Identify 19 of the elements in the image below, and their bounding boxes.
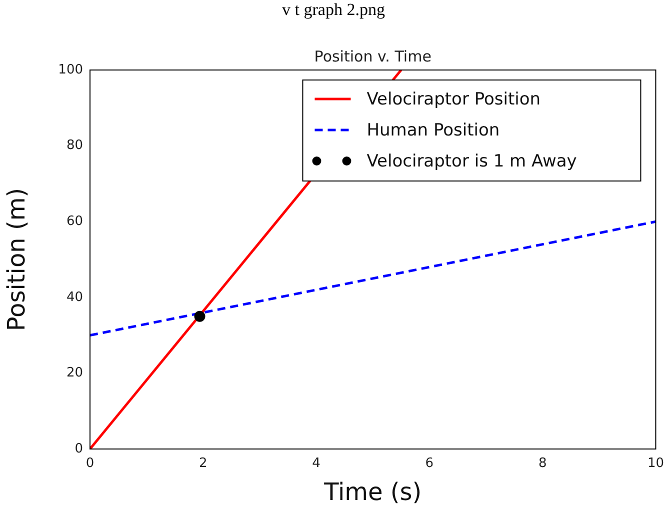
- x-tick-label: 0: [86, 456, 94, 472]
- x-tick-label: 6: [425, 456, 434, 472]
- legend-label: Velociraptor is 1 m Away: [366, 151, 577, 172]
- text: v t graph 2.png: [281, 0, 386, 21]
- y-tick-label: 0: [74, 441, 83, 456]
- y-axis-title: Position (m): [2, 188, 31, 332]
- x-tick-label: 4: [312, 456, 320, 472]
- x-tick-label: 8: [538, 456, 547, 472]
- y-tick-label: 100: [58, 62, 83, 78]
- x-tick-label: 10: [647, 456, 664, 472]
- y-tick-label: 60: [66, 214, 83, 229]
- x-axis-title: Time (s): [323, 478, 422, 506]
- chart-title: Position v. Time: [314, 47, 432, 66]
- x-tick-label: 2: [199, 456, 208, 472]
- legend-label: Velociraptor Position: [366, 89, 541, 110]
- legend-label: Human Position: [366, 120, 500, 140]
- y-tick-label: 80: [66, 138, 83, 154]
- y-tick-label: 40: [66, 290, 83, 305]
- y-tick-label: 20: [66, 366, 83, 381]
